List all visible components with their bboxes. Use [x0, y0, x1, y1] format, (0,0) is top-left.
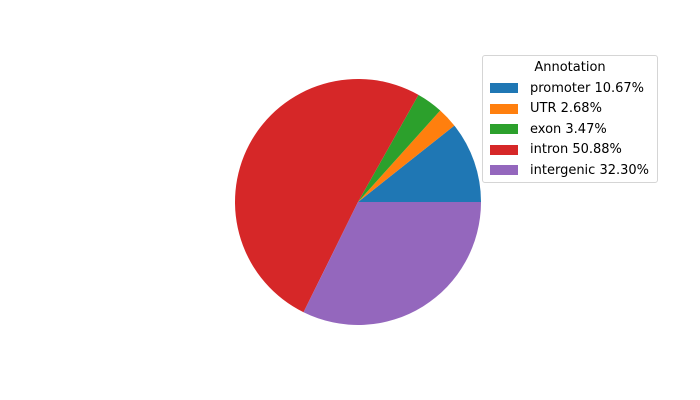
legend-entry: promoter 10.67%: [483, 78, 657, 99]
legend-label: promoter 10.67%: [530, 80, 645, 96]
pie-slice-intergenic: [303, 202, 481, 325]
legend-entry: intergenic 32.30%: [483, 160, 657, 181]
pie-slice-promoter: [358, 125, 481, 202]
legend: Annotation promoter 10.67% UTR 2.68% exon …: [482, 55, 658, 183]
legend-label: intergenic 32.30%: [530, 162, 650, 178]
legend-swatch: [490, 83, 518, 94]
pie-slice-intron: [234, 78, 419, 313]
legend-label: exon 3.47%: [530, 121, 607, 137]
legend-label: UTR 2.68%: [530, 101, 602, 117]
legend-swatch: [490, 165, 518, 176]
legend-entry: exon 3.47%: [483, 119, 657, 140]
legend-entry: UTR 2.68%: [483, 99, 657, 120]
legend-label: intron 50.88%: [530, 142, 622, 158]
legend-swatch: [490, 124, 518, 135]
pie-slice-UTR: [358, 110, 455, 202]
legend-title: Annotation: [534, 60, 606, 75]
legend-swatch: [490, 103, 518, 114]
legend-swatch: [490, 144, 518, 155]
legend-entry: intron 50.88%: [483, 140, 657, 161]
pie-slice-exon: [358, 94, 441, 202]
